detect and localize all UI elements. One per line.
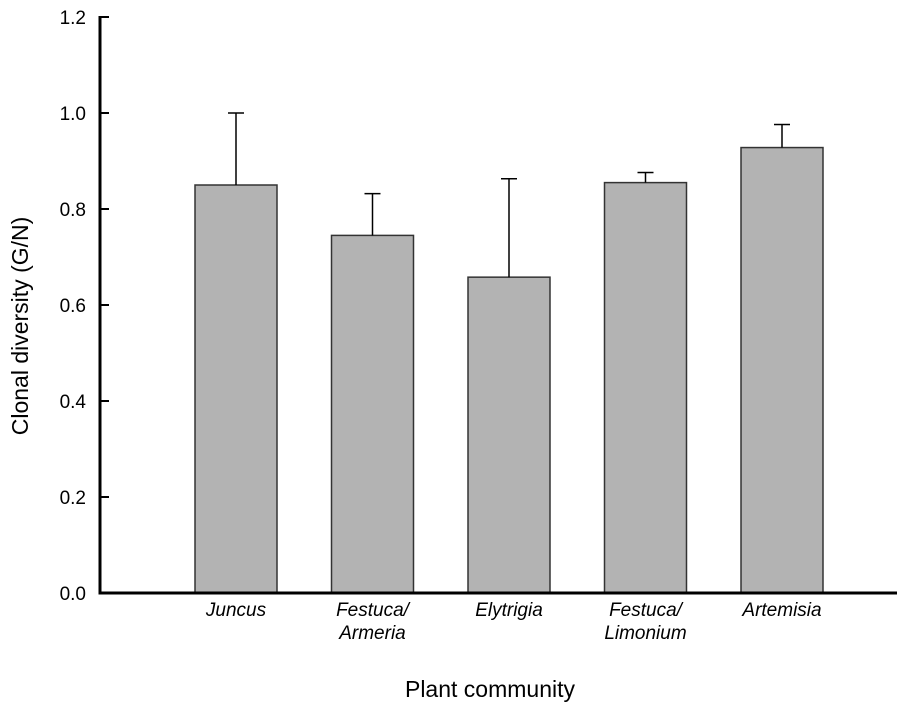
x-tick-label: Festuca/: [336, 600, 411, 621]
bar: [603, 181, 688, 594]
y-ticks-layer: 0.0 0.2 0.4 0.6 0.8 1.0 1.2: [60, 8, 109, 605]
y-tick-label: 0.8: [60, 200, 86, 221]
y-axis-title: Clonal diversity (G/N): [7, 217, 33, 436]
x-tick-label: Artemisia: [741, 600, 821, 621]
y-tick-label: 1.2: [60, 8, 86, 29]
y-tick-label: 1.0: [60, 104, 86, 125]
bar: [330, 234, 415, 594]
x-axis-title: Plant community: [405, 676, 576, 702]
y-tick-label: 0.0: [60, 584, 86, 605]
bar: [467, 276, 551, 594]
bar: [740, 146, 824, 594]
x-tick-label: Juncus: [205, 600, 267, 621]
y-tick-label: 0.2: [60, 488, 86, 509]
y-tick-label: 0.4: [60, 392, 87, 413]
x-tick-label: Limonium: [604, 623, 686, 644]
bar: [194, 184, 278, 594]
x-tick-labels-layer: Juncus Festuca/Armeria Elytrigia Festuca/Li…: [205, 600, 822, 644]
x-tick-label: Festuca/: [609, 600, 684, 621]
y-tick-label: 0.6: [60, 296, 86, 317]
error-bars-layer: [228, 112, 790, 278]
x-tick-label: Armeria: [338, 623, 406, 644]
x-tick-label: Elytrigia: [475, 600, 543, 621]
